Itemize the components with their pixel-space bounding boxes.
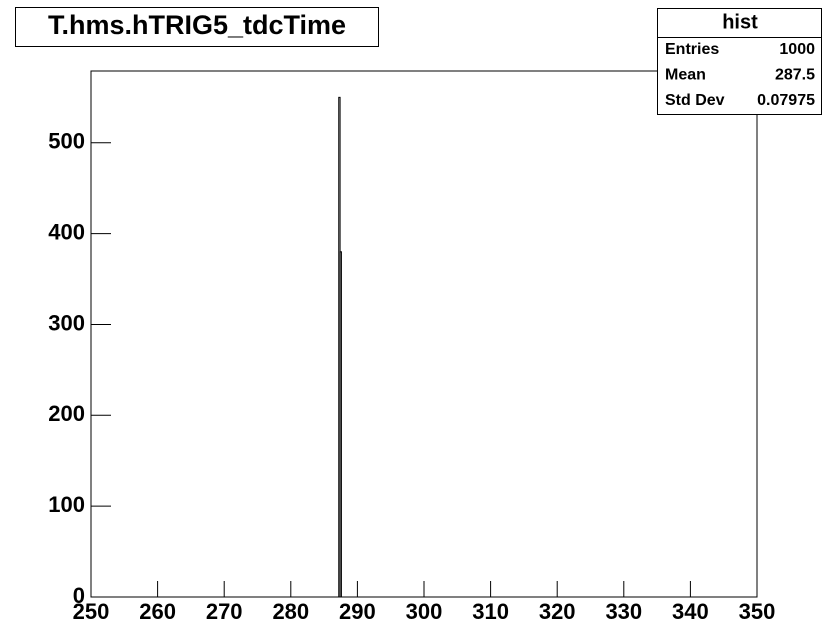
stats-frame bbox=[657, 8, 822, 115]
x-tick-label: 350 bbox=[739, 599, 776, 624]
x-tick-label: 330 bbox=[605, 599, 642, 624]
chart-title: T.hms.hTRIG5_tdcTime bbox=[48, 10, 346, 40]
y-tick-label: 0 bbox=[73, 583, 85, 608]
y-tick-label: 200 bbox=[48, 401, 85, 426]
x-tick-label: 300 bbox=[406, 599, 443, 624]
bar bbox=[339, 251, 342, 598]
x-tick-label: 320 bbox=[539, 599, 576, 624]
y-tick-label: 300 bbox=[48, 310, 85, 335]
x-tick-label: 250 bbox=[73, 599, 110, 624]
stats-value: 287.5 bbox=[775, 67, 815, 84]
stats-label: Mean bbox=[665, 67, 706, 84]
x-tick-label: 290 bbox=[339, 599, 376, 624]
stats-label: Entries bbox=[665, 41, 719, 58]
x-tick-label: 310 bbox=[472, 599, 509, 624]
x-tick-label: 270 bbox=[206, 599, 243, 624]
x-tick-label: 340 bbox=[672, 599, 709, 624]
stats-title: hist bbox=[722, 11, 758, 33]
title-box bbox=[15, 7, 379, 47]
stats-value: 0.07975 bbox=[757, 92, 815, 109]
stats-value: 1000 bbox=[779, 41, 815, 58]
stats-box: hist bbox=[657, 8, 822, 115]
x-tick-label: 260 bbox=[139, 599, 176, 624]
stats-label: Std Dev bbox=[665, 92, 725, 109]
y-tick-label: 100 bbox=[48, 492, 85, 517]
y-tick-label: 400 bbox=[48, 219, 85, 244]
y-tick-label: 500 bbox=[48, 129, 85, 154]
x-tick-label: 280 bbox=[272, 599, 309, 624]
